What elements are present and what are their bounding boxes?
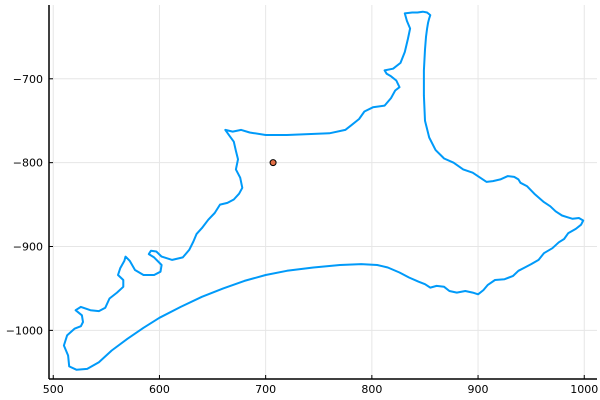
x-tick-label-500: 500	[43, 383, 64, 396]
y-tick-label--800: −800	[13, 157, 43, 170]
x-tick-label-600: 600	[149, 383, 170, 396]
y-tick-label--1000: −1000	[6, 324, 43, 337]
outline-series-line	[62, 10, 585, 371]
series-layer	[62, 10, 585, 371]
y-tick-label--900: −900	[13, 241, 43, 254]
x-tick-label-800: 800	[361, 383, 382, 396]
x-tick-label-1000: 1000	[570, 383, 598, 396]
x-tick-label-700: 700	[255, 383, 276, 396]
y-tick-label--700: −700	[13, 73, 43, 86]
center-point-marker	[269, 159, 277, 167]
grid	[49, 5, 597, 379]
tick-labels: 500 600 700 800 900 1000 −700 −800 −900 −1000	[6, 73, 598, 396]
x-tick-label-900: 900	[468, 383, 489, 396]
axes	[48, 5, 597, 380]
